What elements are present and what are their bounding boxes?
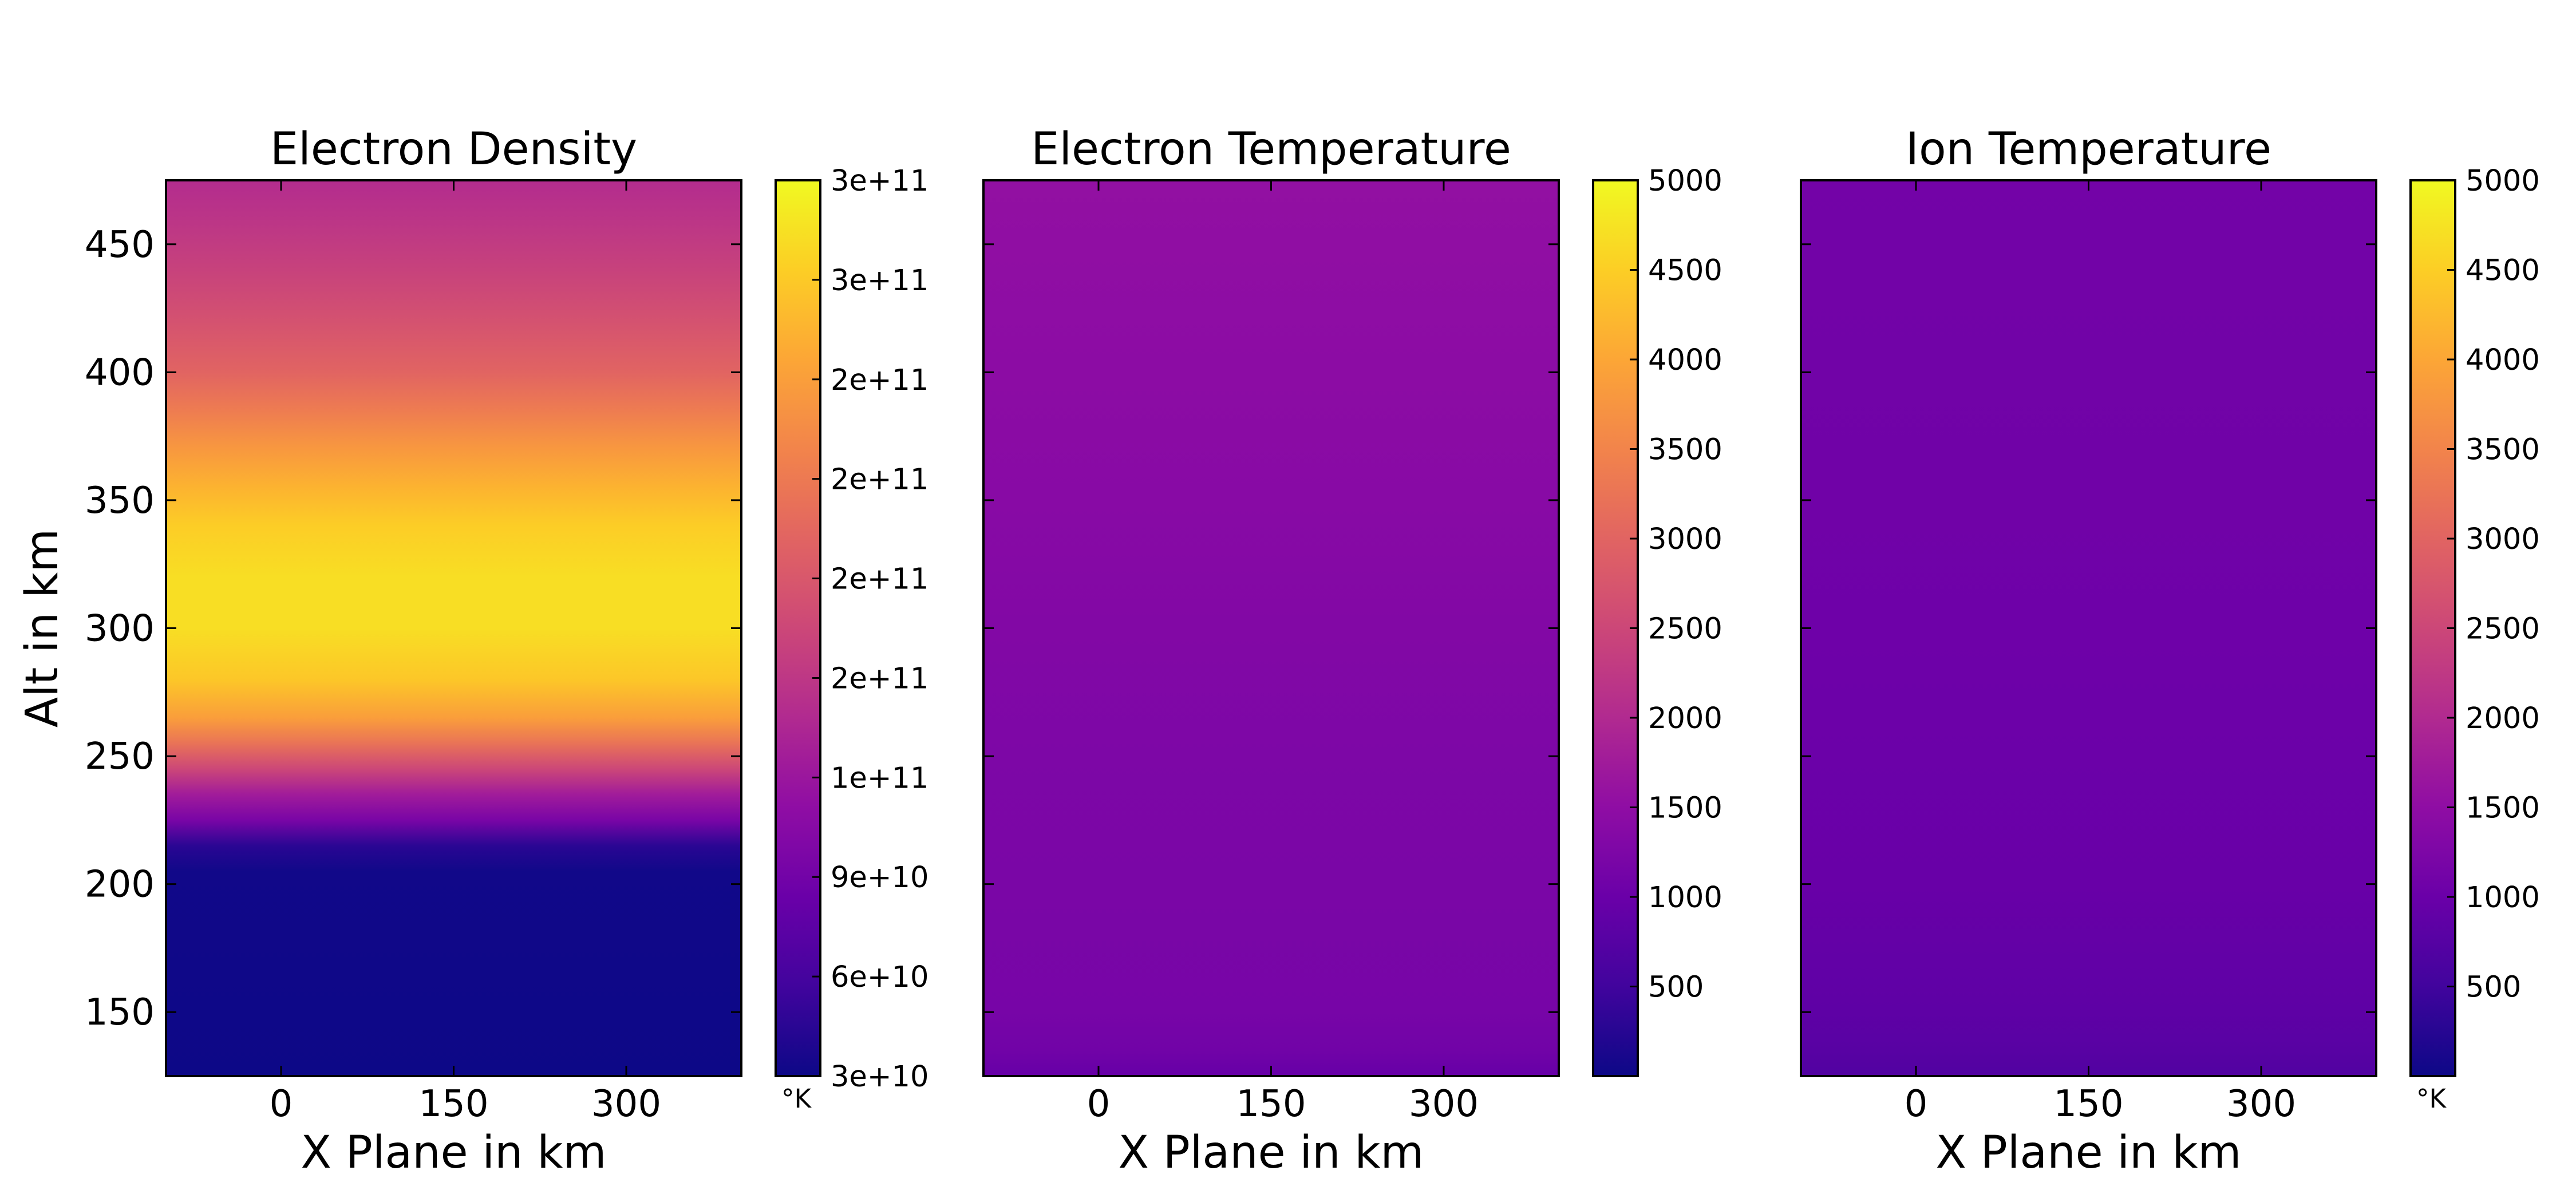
colorbar-unit: °K: [2416, 1084, 2447, 1114]
chart-title: Electron Temperature: [1031, 124, 1511, 175]
colorbar-frame: [775, 179, 821, 1077]
colorbar-tick-label: 1000: [1648, 881, 1722, 915]
colorbar-tick-label: 1e+11: [831, 761, 929, 795]
x-tick-label: 0: [1905, 1083, 1928, 1125]
colorbar-tick-label: 5000: [2466, 164, 2540, 198]
colorbar-tick-label: 5000: [1648, 164, 1722, 198]
colorbar-tick-label: 2e+11: [831, 563, 929, 596]
colorbar: 500 1000 1500 2000 2500 3000 3500 4000 4500 5000 °…: [2409, 164, 2540, 1114]
x-axis-label: X Plane in km: [1118, 1127, 1424, 1179]
colorbar-tick-label: 1500: [1648, 792, 1722, 825]
x-tick-label: 300: [2226, 1083, 2296, 1125]
colorbar-tick-label: 9e+10: [831, 861, 929, 895]
colorbar-tick-label: 2500: [2466, 612, 2540, 646]
colorbar-tick-label: 3000: [2466, 523, 2540, 556]
colorbar-tick-label: 2500: [1648, 612, 1722, 646]
y-tick-label: 300: [85, 608, 155, 650]
colorbar-tick-label: 2e+11: [831, 363, 929, 397]
heatmap-area: [1801, 180, 2376, 1076]
colorbar-tick-label: 500: [2466, 971, 2521, 1005]
colorbar-tick-label: 2000: [1648, 702, 1722, 736]
colorbar-tick-label: 3e+11: [831, 164, 929, 198]
y-tick-label: 200: [85, 864, 155, 906]
colorbar-tick-label: 4500: [2466, 254, 2540, 288]
x-tick-label: 0: [270, 1083, 293, 1125]
colorbar-gradient: [776, 180, 820, 1076]
colorbar-tick-label: 4000: [2466, 343, 2540, 377]
x-tick-label: 150: [418, 1083, 488, 1125]
colorbar-tick-label: 3500: [2466, 433, 2540, 467]
x-tick-label: 300: [591, 1083, 661, 1125]
colorbar-tick-label: 500: [1648, 971, 1704, 1005]
x-tick-label: 150: [2053, 1083, 2123, 1125]
colorbar-tick-label: 1500: [2466, 792, 2540, 825]
y-axis-label: Alt in km: [17, 529, 68, 727]
y-tick-label: 250: [85, 736, 155, 778]
chart-panel-1: Electron Density 0 150 300 150 200 250 300 350 40…: [17, 124, 929, 1179]
y-tick-label: 400: [85, 351, 155, 394]
colorbar-tick-label: 3500: [1648, 433, 1722, 467]
x-axis-label: X Plane in km: [1935, 1127, 2241, 1179]
colorbar-tick-label: 1000: [2466, 881, 2540, 915]
y-tick-label: 450: [85, 224, 155, 266]
x-tick-label: 300: [1409, 1083, 1479, 1125]
x-tick-label: 150: [1236, 1083, 1306, 1125]
colorbar-tick-label: 3e+10: [831, 1060, 929, 1094]
colorbar-tick-label: 3000: [1648, 523, 1722, 556]
colorbar-tick-label: 2000: [2466, 702, 2540, 736]
colorbar-tick-label: 6e+10: [831, 960, 929, 994]
x-axis-label: X Plane in km: [301, 1127, 606, 1179]
y-tick-label: 350: [85, 480, 155, 522]
chart-title: Electron Density: [270, 124, 637, 175]
colorbar-tick-label: 2e+11: [831, 662, 929, 695]
heatmap-area: [983, 180, 1559, 1076]
x-tick-label: 0: [1087, 1083, 1111, 1125]
colorbar-tick-label: 4000: [1648, 343, 1722, 377]
colorbar-tick-label: 3e+11: [831, 264, 929, 298]
colorbar: 500 1000 1500 2000 2500 3000 3500 4000 4500 5000: [1592, 164, 1722, 1077]
y-tick-label: 150: [85, 991, 155, 1034]
colorbar-tick-label: 4500: [1648, 254, 1722, 288]
colorbar: 3e+10 6e+10 9e+10 1e+11 2e+11 2e+11 2e+11 2e+11…: [775, 164, 929, 1114]
colorbar-tick-label: 2e+11: [831, 463, 929, 497]
colorbar-unit: °K: [781, 1084, 812, 1114]
heatmap-area: [166, 180, 741, 1076]
chart-title: Ion Temperature: [1906, 124, 2271, 175]
